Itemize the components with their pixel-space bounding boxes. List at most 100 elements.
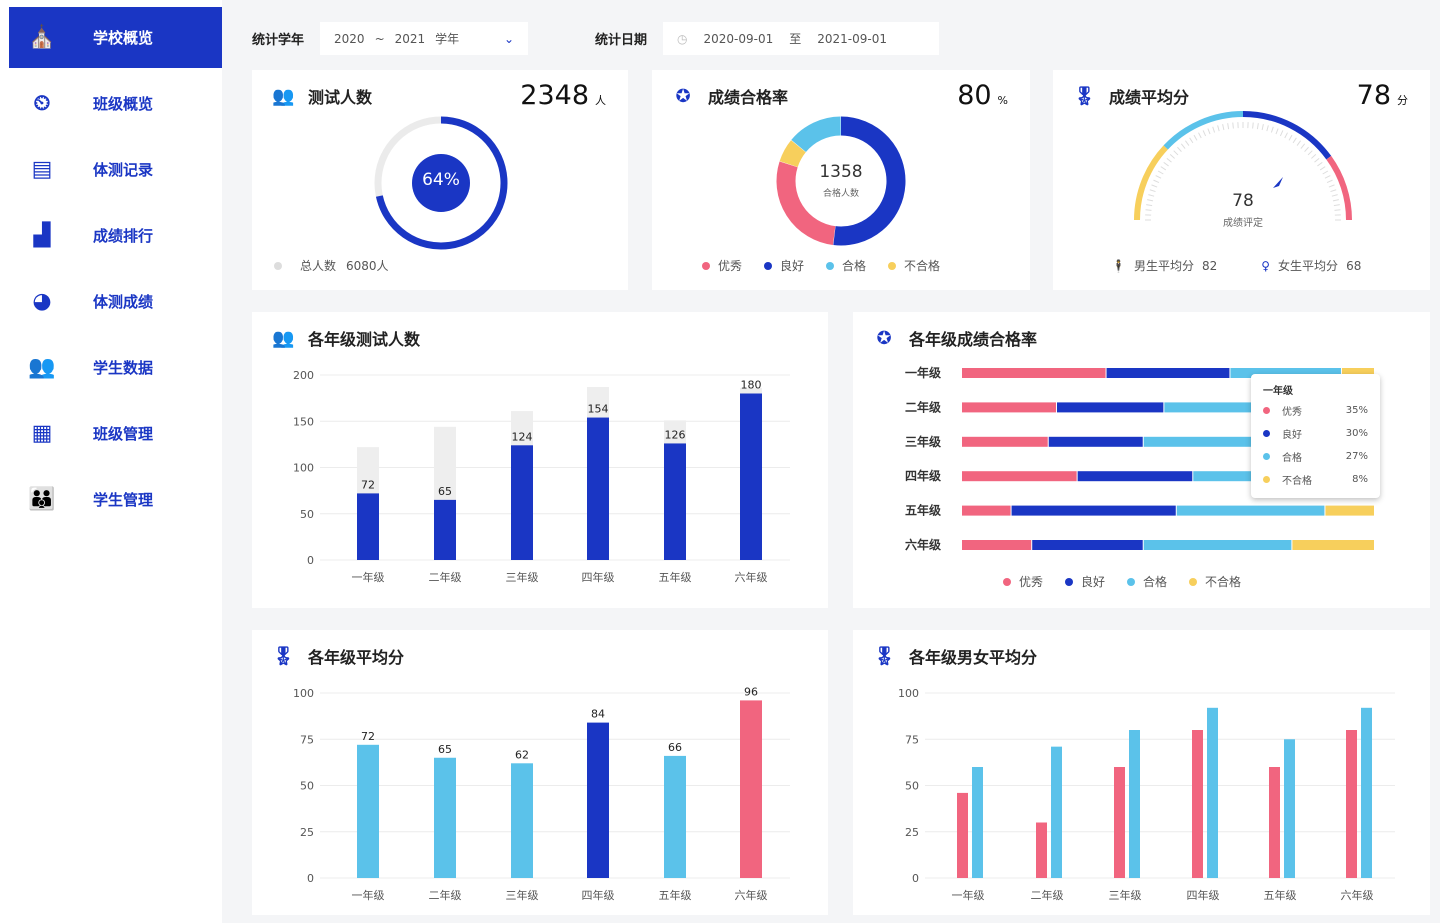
sidebar-item-student-data[interactable]: 👥 学生数据 [9,337,222,398]
gauge-tick [1296,140,1302,146]
bar-segment [1077,471,1193,482]
gauge-tick [1252,122,1254,129]
gauge-tick [1227,123,1230,130]
date-from[interactable]: 2020-09-01 [703,31,774,46]
male-icon: 🕴 [1111,258,1126,273]
bar-segment [1143,436,1333,447]
bar-segment [962,505,1011,516]
tooltip-row: 优秀 35% [1263,399,1368,422]
unit: 人 [595,94,606,107]
date-to[interactable]: 2021-09-01 [817,31,888,46]
legend-fail: 不合格 [888,257,940,274]
sidebar-item-ranking[interactable]: ▟ 成绩排行 [9,205,222,266]
gauge-tick [1256,123,1259,130]
verified-badge-icon: ✪ [876,327,892,349]
gauge-tick [1173,150,1179,156]
bar [357,744,379,878]
bar [664,443,686,560]
legend-good[interactable]: 良好 [1065,573,1105,590]
sidebar-item-label: 体测记录 [93,161,154,179]
bar-segment [962,368,1106,378]
gauge-tick [1193,134,1198,141]
gauge-tick [1261,124,1264,131]
bar [434,757,456,878]
legend-pass[interactable]: 合格 [1127,573,1167,590]
gauge-tick [1319,166,1326,171]
data-label: 154 [588,403,609,416]
y-tick-label: 100 [898,687,919,700]
x-tick-label: 三年级 [506,888,539,902]
gauge-tick [1332,199,1339,202]
data-label: 124 [512,430,533,443]
year-from: 2020 [334,31,365,46]
male-avg-value: 82 [1201,258,1218,273]
bar-male [1192,730,1203,878]
gauge-tick [1288,134,1293,141]
tooltip-row: 良好 30% [1263,422,1368,445]
gauge-tick [1232,122,1234,129]
gauge-label: 成绩评定 [1223,218,1263,229]
unit: 分 [1397,94,1408,107]
pass-rate-card: ✪ 成绩合格率 80% 1358 合格人数 优秀 良好 合格 不合格 [652,70,1030,290]
gauge-tick [1207,128,1211,135]
pass-donut [776,116,906,246]
y-category-label: 二年级 [905,399,941,414]
bar-segment [1143,540,1292,550]
grade-gender-avg-card: 🎖 各年级男女平均分 0 25 50 75 100 一年级 二年级 三年级 四年级 五年级 六年级 [853,630,1430,915]
gauge-segment [1163,111,1244,150]
gauge-value: 78 [1232,191,1254,211]
card-title: 测试人数 [308,88,373,107]
x-tick-label: 五年级 [1264,888,1297,902]
gauge-tick [1275,128,1279,135]
sidebar-item-student-manage[interactable]: 👪 学生管理 [9,469,222,530]
sidebar-item-school-overview[interactable]: ⛪ 学校概览 [9,7,222,68]
year-to: 2021 [394,31,426,46]
sidebar-item-test-records[interactable]: ▤ 体测记录 [9,139,222,200]
pass-rate-value: 80% [957,80,1008,111]
x-tick-label: 一年级 [352,888,385,902]
tooltip-row: 合格 27% [1263,445,1368,468]
year-select[interactable]: 2020 ~ 2021 学年 ⌄ [320,22,529,55]
donut-segment [779,140,807,168]
y-category-label: 五年级 [905,503,941,518]
tested-count-value: 2348 人 [520,80,606,111]
bar-male [1269,767,1280,878]
bar-female [1361,707,1372,878]
gauge-segment [1326,155,1352,221]
data-label: 126 [665,428,686,441]
sidebar-item-class-overview[interactable]: ⏲ 班级概览 [9,73,222,134]
gauge-tick [1177,146,1182,152]
tested-ratio-ring [374,116,508,250]
x-tick-label: 三年级 [1109,888,1142,902]
y-tick-label: 0 [307,554,314,567]
female-avg-label: 女生平均分 [1278,259,1339,273]
gauge-tick [1266,125,1269,132]
sidebar-item-label: 班级管理 [93,425,154,443]
gauge-tick [1317,161,1323,167]
y-tick-label: 0 [307,872,314,885]
gauge-tick [1222,124,1225,131]
data-label: 180 [741,379,762,392]
gauge-tick [1184,140,1190,146]
x-tick-label: 二年级 [429,570,462,584]
legend-fail[interactable]: 不合格 [1189,573,1241,590]
x-tick-label: 四年级 [582,888,615,902]
grade-test-count-chart: 0 50 100 150 200 一年级 二年级 三年级 四年级 五年级 六年级 72 65 124 154… [293,369,790,584]
male-avg-label: 男生平均分 [1133,259,1194,273]
x-tick-label: 六年级 [1341,888,1374,902]
gauge-tick [1307,150,1313,156]
sidebar-item-test-scores[interactable]: ◕ 体测成绩 [9,271,222,332]
clock-icon: ◷ [677,31,688,46]
bar [357,493,379,560]
legend-excellent[interactable]: 优秀 [1003,573,1043,590]
data-label: 96 [744,685,758,698]
bar-female [1207,707,1218,878]
gauge-tick [1145,209,1152,211]
x-tick-label: 四年级 [1187,888,1220,902]
data-label: 66 [668,741,682,754]
unit: % [997,94,1008,107]
bar-segment [1048,436,1143,447]
gauge-tick [1151,184,1158,188]
sidebar-item-class-manage[interactable]: ▦ 班级管理 [9,403,222,464]
date-range-picker[interactable]: ◷ 2020-09-01 至 2021-09-01 [663,22,940,55]
